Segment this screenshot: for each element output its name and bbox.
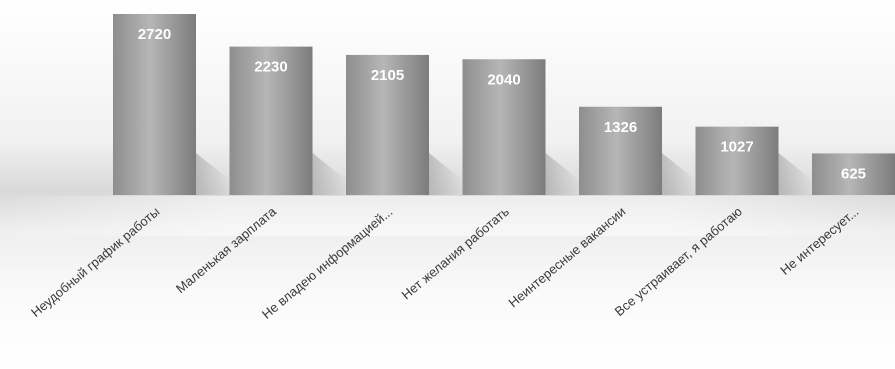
bar (229, 46, 313, 196)
data-label: 1027 (720, 139, 753, 156)
bar (695, 126, 779, 195)
data-label: 2040 (487, 71, 520, 88)
data-labels: 2720 2230 2105 2040 1326 1027 625 (138, 26, 866, 182)
bar-shadow (545, 153, 580, 195)
chart-floor-highlight (0, 196, 895, 236)
data-label: 1326 (604, 119, 637, 136)
bar (346, 54, 429, 195)
bar-shadow (778, 153, 813, 195)
bar (812, 153, 895, 195)
data-label: 2720 (138, 26, 171, 43)
bar (579, 106, 662, 195)
bar (113, 14, 196, 195)
bar-shadow (312, 153, 347, 195)
bar-shadow (662, 153, 696, 195)
data-label: 2230 (254, 59, 287, 76)
data-label: 625 (841, 165, 866, 182)
bar-series (113, 14, 895, 196)
bar-shadow (196, 153, 230, 195)
data-label: 2105 (371, 67, 404, 84)
bar-shadow (429, 153, 463, 195)
bar (462, 59, 546, 195)
